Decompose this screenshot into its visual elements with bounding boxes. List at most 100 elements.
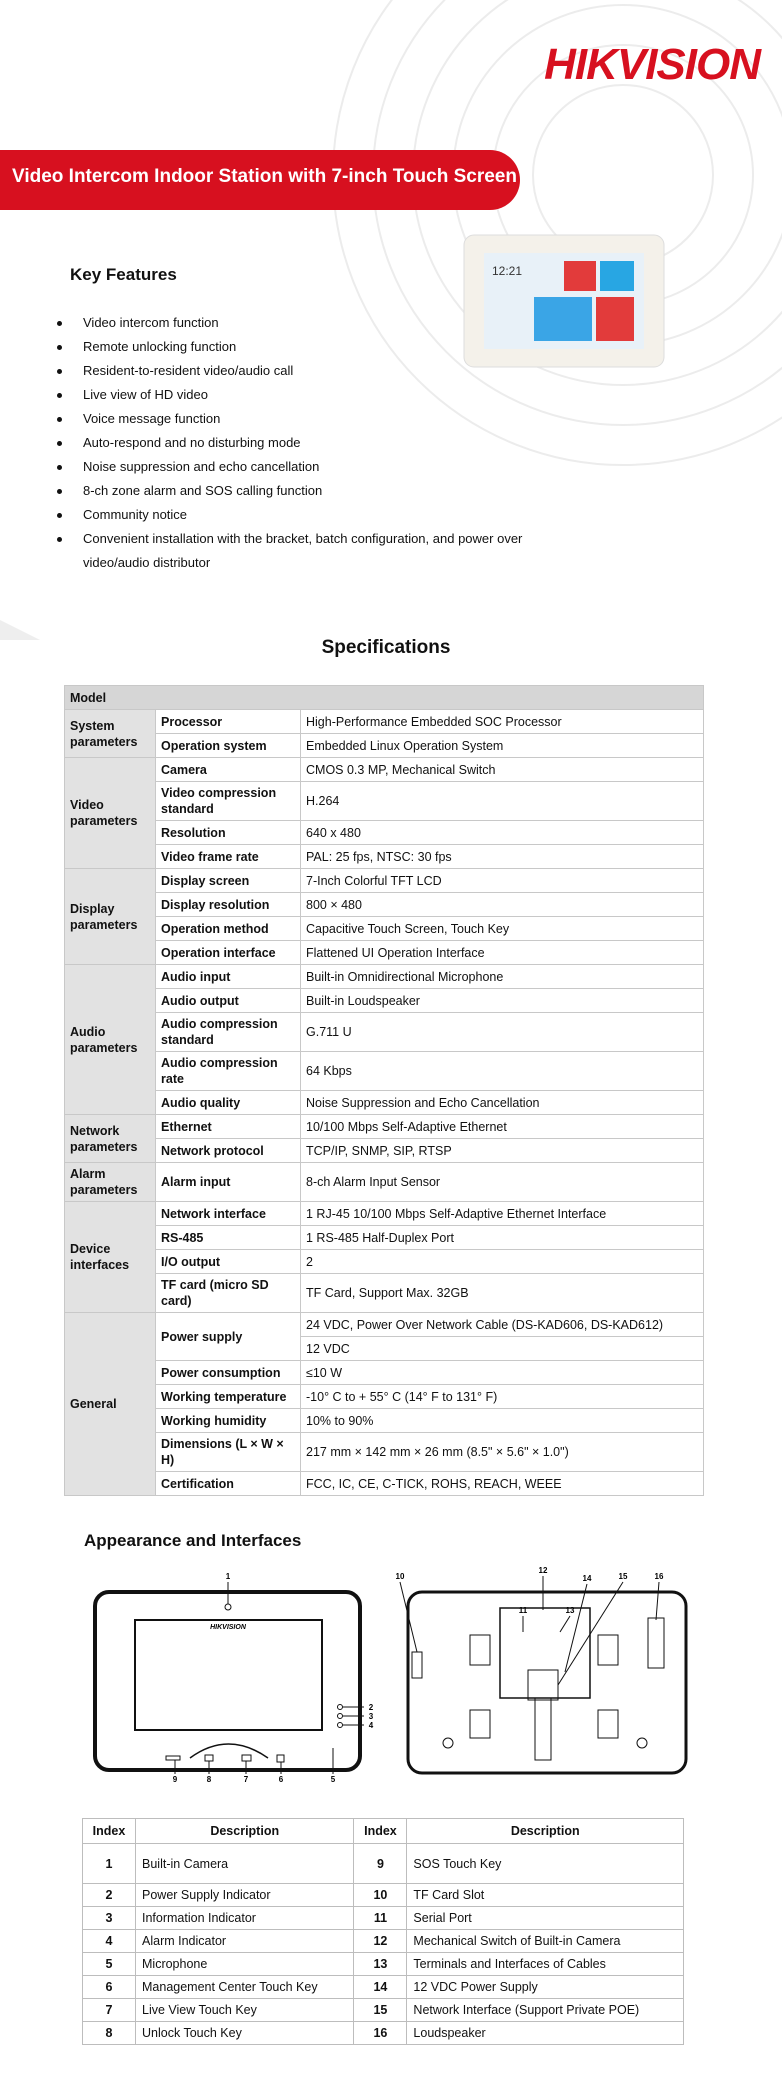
spec-value: ≤10 W [300, 1360, 704, 1385]
spec-row: Video compression standard H.264 [65, 781, 704, 821]
index-cell: 6 [82, 1975, 136, 1999]
spec-row: Operation interface Flattened UI Operatio… [65, 940, 704, 965]
spec-row: Power consumption ≤10 W [65, 1360, 704, 1385]
feature-item: Convenient installation with the bracket… [57, 527, 537, 575]
callout-number: 6 [279, 1775, 284, 1784]
device-time: 12:21 [492, 264, 522, 278]
spec-value: TF Card, Support Max. 32GB [300, 1273, 704, 1313]
spec-row: Alarm parameters Alarm input 8-ch Alarm In… [64, 1162, 704, 1202]
index-row: 2 Power Supply Indicator 10 TF Card Slot [82, 1883, 684, 1907]
spec-value: 64 Kbps [300, 1051, 704, 1091]
spec-name: Resolution [155, 820, 301, 845]
spec-row: Audio output Built-in Loudspeaker [65, 988, 704, 1013]
spec-name: Audio compression standard [155, 1012, 301, 1052]
index-row: 7 Live View Touch Key 15 Network Interface … [82, 1998, 684, 2022]
spec-value: Capacitive Touch Screen, Touch Key [300, 916, 704, 941]
spec-name: RS-485 [155, 1225, 301, 1250]
index-cell: 7 [82, 1998, 136, 2022]
callout-number: 8 [207, 1775, 212, 1784]
spec-row: Working temperature -10° C to + 55° C (14… [65, 1384, 704, 1409]
index-cell: 3 [82, 1906, 136, 1930]
spec-row: Display resolution 800 × 480 [65, 892, 704, 917]
spec-row: Operation system Embedded Linux Operation… [65, 733, 704, 758]
feature-item: Live view of HD video [57, 383, 537, 407]
column-header: Description [134, 1818, 355, 1844]
spec-value: TCP/IP, SNMP, SIP, RTSP [300, 1138, 704, 1163]
spec-value: Noise Suppression and Echo Cancellation [300, 1090, 704, 1115]
spec-row: RS-485 1 RS-485 Half-Duplex Port [65, 1225, 704, 1250]
page-title: Video Intercom Indoor Station with 7-inc… [12, 166, 517, 187]
feature-item: Auto-respond and no disturbing mode [57, 431, 537, 455]
index-cell: 12 [353, 1929, 408, 1953]
description-cell: 12 VDC Power Supply [406, 1975, 684, 1999]
group-label: Network parameters [64, 1114, 156, 1163]
feature-item: 8-ch zone alarm and SOS calling function [57, 479, 537, 503]
description-cell: Microphone [134, 1952, 355, 1976]
spec-name: Operation method [155, 916, 301, 941]
column-header: Index [353, 1818, 408, 1844]
description-cell: Alarm Indicator [134, 1929, 355, 1953]
spec-name: Processor [155, 709, 301, 734]
column-header: Index [82, 1818, 136, 1844]
spec-value: 10/100 Mbps Self-Adaptive Ethernet [300, 1114, 704, 1139]
description-cell: Power Supply Indicator [134, 1883, 355, 1907]
index-cell: 8 [82, 2021, 136, 2045]
callout-number: 13 [566, 1606, 575, 1615]
spec-value: 640 x 480 [300, 820, 704, 845]
feature-item: Community notice [57, 503, 537, 527]
spec-name: Video frame rate [155, 844, 301, 869]
spec-value: 8-ch Alarm Input Sensor [300, 1162, 704, 1202]
callout-number: 16 [655, 1572, 664, 1581]
index-cell: 11 [353, 1906, 408, 1930]
index-row: 4 Alarm Indicator 12 Mechanical Switch of B… [82, 1929, 684, 1953]
spec-row: Audio parameters Audio input Built-in Omni… [64, 964, 704, 1115]
spec-name: Audio input [155, 964, 301, 989]
callout-number: 15 [619, 1572, 628, 1581]
callout-number: 14 [583, 1574, 592, 1583]
spec-value: PAL: 25 fps, NTSC: 30 fps [300, 844, 704, 869]
spec-name: Working temperature [155, 1384, 301, 1409]
spec-row: Dimensions (L × W × H) 217 mm × 142 mm × … [65, 1432, 704, 1472]
description-cell: Mechanical Switch of Built-in Camera [406, 1929, 684, 1953]
spec-row: Device interfaces Network interface 1 RJ-4… [64, 1201, 704, 1313]
spec-name: Video compression standard [155, 781, 301, 821]
section-title: Specifications [321, 637, 451, 658]
spec-row: Video parameters Camera CMOS 0.3 MP, Mecha… [64, 757, 704, 869]
group-label: System parameters [64, 709, 156, 758]
spec-value: 800 × 480 [300, 892, 704, 917]
group-label: Device interfaces [64, 1201, 156, 1313]
spec-name: I/O output [155, 1249, 301, 1274]
description-cell: Network Interface (Support Private POE) [406, 1998, 684, 2022]
description-cell: Management Center Touch Key [134, 1975, 355, 1999]
index-row: 8 Unlock Touch Key 16 Loudspeaker [82, 2021, 684, 2045]
spec-row: Resolution 640 x 480 [65, 820, 704, 845]
spec-name: Operation interface [155, 940, 301, 965]
group-label: Display parameters [64, 868, 156, 965]
spec-value: 7-Inch Colorful TFT LCD [300, 868, 704, 893]
feature-item: Video intercom function [57, 311, 537, 335]
callout-number: 5 [331, 1775, 336, 1784]
spec-row: Network parameters Ethernet 10/100 Mbps Se… [64, 1114, 704, 1163]
brand-logo: HIKVISION [544, 40, 761, 89]
group-label: Audio parameters [64, 964, 156, 1115]
index-cell: 14 [353, 1975, 408, 1999]
header-row: Index Description Index Description [82, 1818, 684, 1844]
description-cell: Live View Touch Key [134, 1998, 355, 2022]
spec-name: Working humidity [155, 1408, 301, 1433]
spec-row: Audio compression rate 64 Kbps [65, 1051, 704, 1091]
callout-number: 12 [539, 1566, 548, 1575]
index-cell: 4 [82, 1929, 136, 1953]
spec-row: Display parameters Display screen 7-Inch C… [64, 868, 704, 965]
spec-value: CMOS 0.3 MP, Mechanical Switch [300, 757, 704, 782]
index-row: 6 Management Center Touch Key 14 12 VDC Pow… [82, 1975, 684, 1999]
header-cell: Model [64, 685, 704, 710]
description-cell: Serial Port [406, 1906, 684, 1930]
spec-row: Video frame rate PAL: 25 fps, NTSC: 30 fp… [65, 844, 704, 869]
section-title: Key Features [70, 265, 177, 284]
spec-row: Operation method Capacitive Touch Screen,… [65, 916, 704, 941]
description-cell: Information Indicator [134, 1906, 355, 1930]
callout-number: 7 [244, 1775, 249, 1784]
feature-item: Resident-to-resident video/audio call [57, 359, 537, 383]
spec-row: Network protocol TCP/IP, SNMP, SIP, RTSP [65, 1138, 704, 1163]
index-row: 5 Microphone 13 Terminals and Interfaces of… [82, 1952, 684, 1976]
